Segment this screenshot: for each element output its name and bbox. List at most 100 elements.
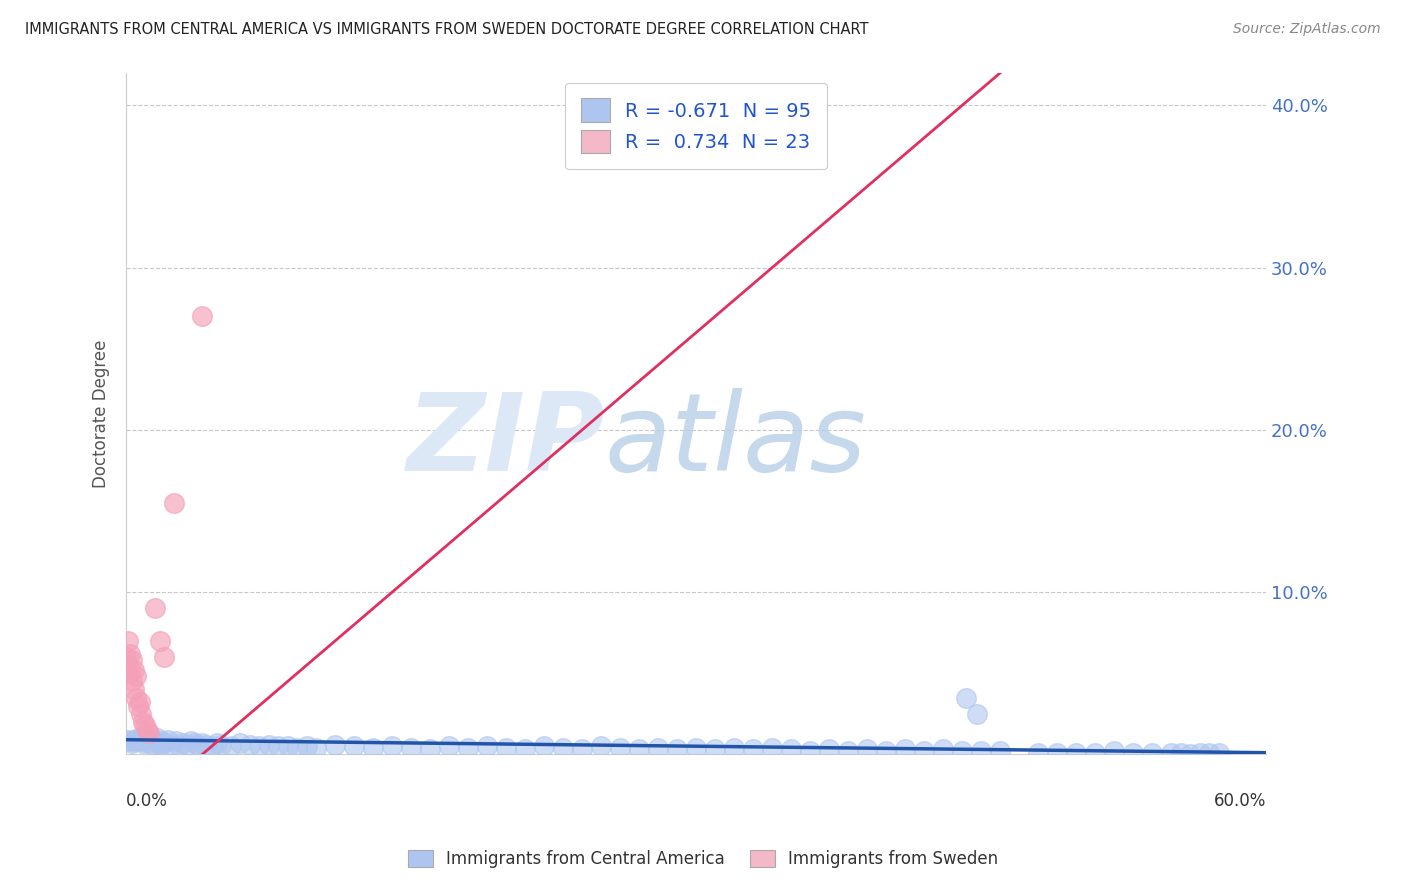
Point (955, 690, 977, 705)
Point (381, 739, 404, 754)
Point (1160, 746, 1182, 760)
Point (239, 738, 262, 752)
Point (150, 734, 173, 748)
Point (1178, 747, 1201, 762)
Point (628, 742, 651, 756)
Point (1188, 746, 1211, 760)
Point (120, 734, 142, 748)
Point (131, 734, 153, 748)
Point (121, 736, 143, 750)
Point (148, 736, 170, 750)
Point (1102, 744, 1125, 758)
Point (361, 740, 384, 755)
Point (132, 714, 155, 729)
Point (457, 740, 479, 755)
Text: 60.0%: 60.0% (1213, 792, 1265, 810)
Point (160, 738, 183, 752)
Point (207, 736, 229, 750)
Point (163, 496, 186, 510)
Point (742, 742, 765, 756)
Point (201, 739, 224, 754)
Point (323, 738, 346, 752)
Point (134, 718, 156, 732)
Point (1084, 746, 1107, 760)
Point (136, 723, 159, 737)
Point (571, 742, 593, 756)
Point (780, 742, 803, 756)
Point (149, 738, 172, 752)
Point (856, 742, 879, 756)
Point (295, 739, 318, 754)
Text: Source: ZipAtlas.com: Source: ZipAtlas.com (1233, 22, 1381, 37)
Point (666, 742, 689, 756)
Text: 0.0%: 0.0% (127, 792, 169, 810)
Point (399, 740, 422, 755)
Point (195, 738, 218, 752)
Point (165, 734, 187, 748)
Point (117, 633, 139, 648)
Point (932, 742, 955, 756)
Point (122, 682, 145, 697)
Point (127, 698, 149, 713)
Point (1026, 746, 1049, 760)
Point (219, 739, 242, 754)
Point (142, 738, 165, 752)
Text: IMMIGRANTS FROM CENTRAL AMERICA VS IMMIGRANTS FROM SWEDEN DOCTORATE DEGREE CORRE: IMMIGRANTS FROM CENTRAL AMERICA VS IMMIG… (25, 22, 869, 37)
Point (229, 736, 252, 750)
Point (894, 742, 917, 756)
Point (247, 739, 270, 754)
Point (515, 742, 537, 756)
Point (305, 740, 328, 755)
Point (121, 674, 143, 689)
Point (153, 736, 176, 750)
Point (183, 736, 205, 750)
Point (138, 736, 160, 750)
Point (134, 732, 156, 747)
Point (1140, 746, 1163, 760)
Point (153, 650, 176, 665)
Point (818, 742, 841, 756)
Point (117, 732, 139, 747)
Point (912, 744, 935, 758)
Point (950, 744, 973, 758)
Point (285, 740, 308, 755)
Point (277, 739, 299, 754)
Point (120, 666, 142, 681)
Point (267, 739, 290, 754)
Point (533, 739, 555, 754)
Point (139, 732, 162, 747)
Point (122, 732, 145, 747)
Point (128, 695, 150, 709)
Point (1122, 746, 1144, 760)
Point (136, 734, 159, 748)
Y-axis label: Doctorate Degree: Doctorate Degree (93, 340, 110, 488)
Point (704, 742, 727, 756)
Point (1208, 746, 1230, 760)
Point (257, 738, 280, 752)
Point (837, 744, 859, 758)
Point (143, 734, 166, 748)
Point (169, 739, 191, 754)
Point (115, 650, 138, 665)
Point (966, 706, 988, 721)
Point (1198, 746, 1220, 760)
Point (723, 740, 745, 755)
Point (191, 736, 214, 750)
Point (125, 690, 148, 705)
Text: ZIP: ZIP (406, 388, 605, 494)
Point (477, 739, 499, 754)
Point (149, 633, 172, 648)
Point (553, 740, 575, 755)
Text: atlas: atlas (605, 388, 868, 493)
Point (187, 738, 209, 752)
Legend: Immigrants from Central America, Immigrants from Sweden: Immigrants from Central America, Immigra… (401, 843, 1005, 875)
Point (127, 731, 149, 745)
Point (875, 744, 897, 758)
Point (117, 658, 139, 673)
Point (419, 742, 441, 756)
Legend: R = -0.671  N = 95, R =  0.734  N = 23: R = -0.671 N = 95, R = 0.734 N = 23 (565, 83, 827, 169)
Point (132, 736, 155, 750)
Point (145, 731, 167, 745)
Point (122, 663, 145, 677)
Point (180, 734, 202, 748)
